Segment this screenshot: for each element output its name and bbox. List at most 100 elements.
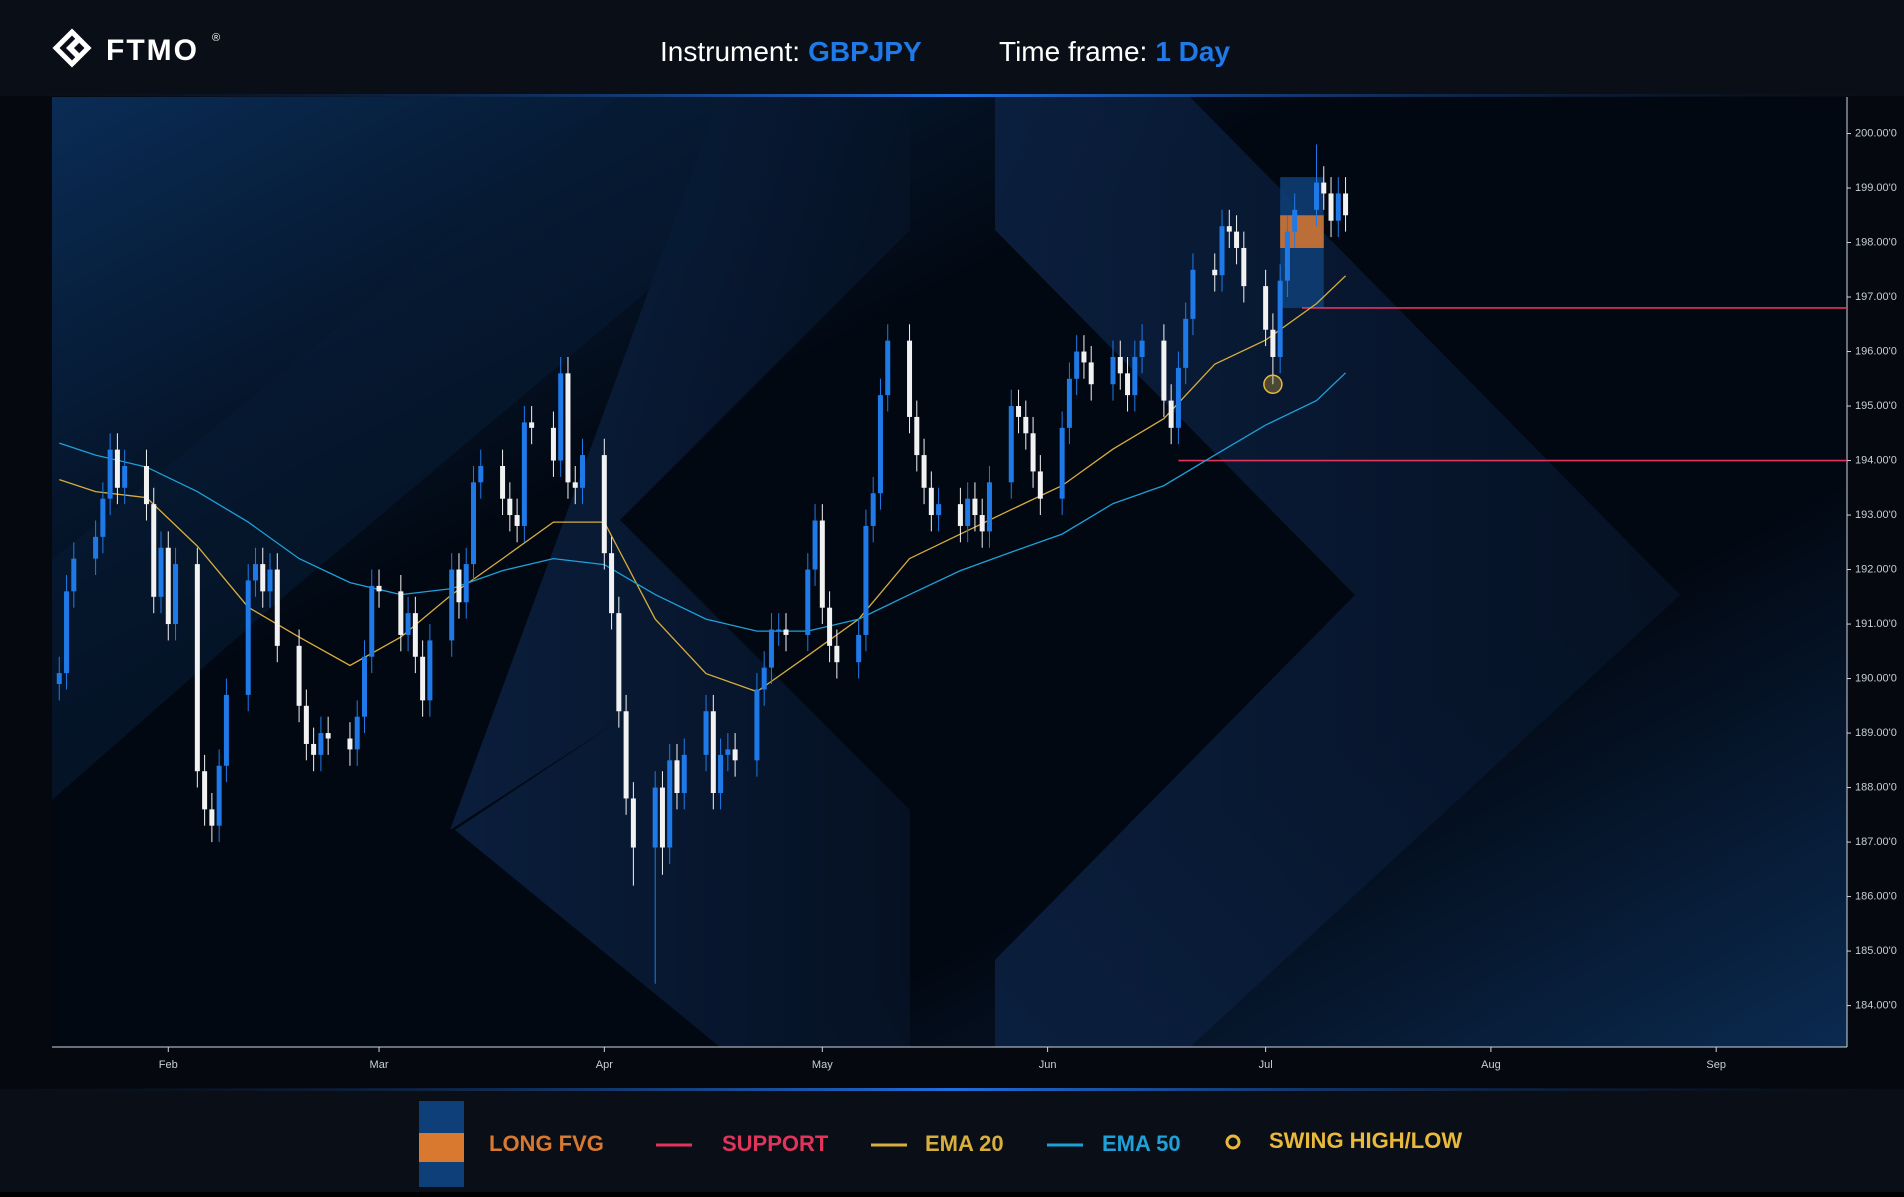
- candle-body: [936, 504, 942, 516]
- candle-body: [347, 738, 353, 750]
- candle-body: [623, 711, 629, 799]
- candle-body: [1226, 226, 1232, 232]
- candle-body: [652, 787, 658, 848]
- candle-body: [456, 569, 462, 603]
- y-tick-label: 185.00'0: [1855, 945, 1897, 957]
- y-tick-label: 193.00'0: [1855, 509, 1897, 521]
- candle-body: [580, 455, 586, 488]
- x-tick-label: Aug: [1481, 1059, 1501, 1071]
- candle-body: [776, 629, 782, 631]
- candle-body: [659, 787, 665, 848]
- watermark-shape: [52, 97, 720, 800]
- x-tick-label: Jul: [1259, 1059, 1273, 1071]
- candle-body: [100, 498, 106, 537]
- candle-body: [957, 504, 963, 526]
- candle-body: [834, 645, 840, 663]
- candle-body: [979, 515, 985, 532]
- candle-body: [718, 754, 724, 794]
- candle-body: [1037, 471, 1043, 499]
- candle-body: [1016, 406, 1022, 417]
- candle-body: [565, 373, 571, 483]
- candle-body: [354, 716, 360, 750]
- logo-icon: [52, 28, 92, 68]
- candle-body: [1343, 193, 1349, 216]
- timeframe: Time frame: 1 Day: [999, 36, 1230, 67]
- candle-body: [114, 449, 120, 488]
- candle-body: [1081, 351, 1087, 363]
- candle-body: [405, 613, 411, 635]
- candle-body: [1292, 209, 1298, 232]
- candle-body: [1059, 427, 1065, 499]
- logo: FTMO ®: [52, 28, 220, 68]
- candle-body: [209, 809, 215, 826]
- candle-body: [616, 613, 622, 712]
- x-tick-label: Sep: [1706, 1059, 1726, 1071]
- candle-body: [885, 340, 891, 396]
- x-tick-label: Apr: [596, 1059, 613, 1071]
- candle-body: [558, 373, 564, 461]
- footer-glow: [0, 1088, 1904, 1091]
- legend-label: EMA 50: [1102, 1131, 1181, 1156]
- candle-body: [361, 656, 367, 717]
- y-tick-label: 189.00'0: [1855, 727, 1897, 739]
- candle-body: [521, 422, 527, 526]
- candle-body: [143, 465, 149, 505]
- y-tick-label: 198.00'0: [1855, 236, 1897, 248]
- watermark: [52, 97, 1847, 1047]
- candle-body: [732, 749, 738, 761]
- y-tick-label: 188.00'0: [1855, 781, 1897, 793]
- candle-body: [56, 673, 62, 685]
- ema-line: [59, 275, 1347, 693]
- candle-body: [1183, 318, 1189, 368]
- x-tick-label: Jun: [1039, 1059, 1057, 1071]
- logo-icon: [66, 38, 80, 58]
- candle-body: [514, 515, 520, 526]
- timeframe-label: Time frame:: [999, 36, 1147, 67]
- candle-body: [856, 634, 862, 663]
- y-tick-label: 190.00'0: [1855, 672, 1897, 684]
- candle-body: [470, 482, 476, 565]
- candle-body: [1277, 280, 1283, 357]
- candle-body: [972, 498, 978, 516]
- candle-body: [1088, 362, 1094, 385]
- legend-label: LONG FVG: [489, 1131, 604, 1156]
- instrument-value: GBPJPY: [808, 36, 922, 67]
- candle-body: [805, 569, 811, 635]
- candle-body: [260, 564, 266, 592]
- candle-body: [500, 465, 506, 499]
- y-tick-label: 199.00'0: [1855, 182, 1897, 194]
- header-glow: [0, 94, 1904, 97]
- candle-body: [877, 395, 883, 494]
- candle-body: [1321, 182, 1327, 194]
- candle-body: [1161, 340, 1167, 401]
- candle-body: [725, 749, 731, 755]
- candle-body: [572, 482, 578, 488]
- candle-body: [1023, 416, 1029, 434]
- candle-body: [303, 705, 309, 744]
- candle-body: [1335, 193, 1341, 221]
- candle-body: [674, 760, 680, 794]
- candle-body: [158, 547, 164, 597]
- candle-body: [827, 607, 833, 646]
- candle-body: [761, 667, 767, 690]
- candle-body: [921, 455, 927, 488]
- candle-body: [870, 493, 876, 526]
- timeframe-value: 1 Day: [1155, 36, 1230, 67]
- candle-body: [1270, 329, 1276, 357]
- legend-label: SUPPORT: [722, 1131, 829, 1156]
- candle-body: [1175, 367, 1181, 428]
- y-tick-label: 196.00'0: [1855, 345, 1897, 357]
- candle-body: [550, 427, 556, 461]
- logo-mark: ®: [212, 32, 220, 44]
- candle-body: [601, 455, 607, 554]
- candle-body: [173, 564, 179, 625]
- candle-body: [64, 591, 70, 674]
- candle-body: [427, 640, 433, 701]
- instrument-label: Instrument:: [660, 36, 800, 67]
- candle-body: [369, 585, 375, 657]
- candle-body: [986, 482, 992, 532]
- candle-body: [1008, 406, 1014, 483]
- legend-fvg-gap: [419, 1133, 464, 1162]
- candle-body: [1125, 373, 1131, 396]
